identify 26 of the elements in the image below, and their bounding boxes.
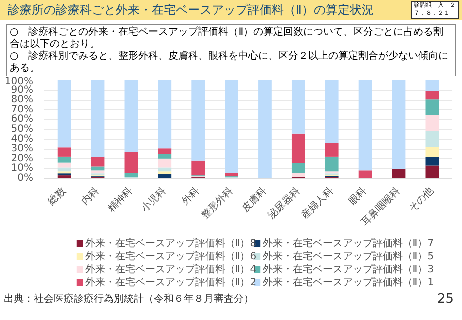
legend-label: 外来・在宅ベースアップ評価料（Ⅱ）6 — [85, 250, 257, 262]
legend-label: 外来・在宅ベースアップ評価料（Ⅱ）3 — [262, 264, 434, 276]
y-tick-label: 40% — [11, 134, 34, 145]
y-tick-label: 70% — [11, 104, 34, 116]
y-tick-label: 10% — [11, 163, 34, 174]
legend-label: 外来・在宅ベースアップ評価料（Ⅱ）2 — [85, 276, 257, 288]
legend-label: 外来・在宅ベースアップ評価料（Ⅱ）5 — [262, 250, 434, 262]
legend-label: 外来・在宅ベースアップ評価料（Ⅱ）1 — [262, 276, 434, 288]
y-tick-label: 20% — [11, 153, 34, 164]
chart-subtitle: ○ 診療科ごとの外来・在宅ベースアップ評価料（Ⅱ）の算定回数について、区分ごとに占める割合は以下のとおり。 ○ 診療科別でみると、整形外科、皮膚科、眼科を中心に、区分２以上の算定割合が少ない傾向にある。 — [6, 24, 456, 78]
x-tick-label: 眼科 — [346, 184, 370, 208]
source-note: 出典：社会医療診療行為別統計（令和６年８月審査分） — [4, 293, 254, 307]
x-tick-label: 内科 — [79, 184, 102, 208]
text: 25 — [437, 291, 454, 309]
y-tick-label: 60% — [11, 114, 34, 126]
x-tick-label: 小児科 — [139, 184, 169, 215]
x-tick-label: その他 — [406, 184, 436, 215]
x-tick-label: 総数 — [45, 184, 68, 208]
x-tick-label: 精神科 — [106, 184, 136, 215]
y-tick-label: 30% — [11, 144, 34, 155]
chart-title: 診療所の診療科ごと外来・在宅ベースアップ評価料（Ⅱ）の算定状況 — [8, 3, 374, 17]
legend-label: 外来・在宅ベースアップ評価料（Ⅱ）7 — [262, 238, 434, 250]
y-tick-label: 80% — [11, 94, 34, 106]
y-tick-label: 0% — [18, 173, 34, 184]
y-tick-label: 90% — [11, 84, 34, 96]
y-tick-label: 50% — [11, 124, 34, 135]
